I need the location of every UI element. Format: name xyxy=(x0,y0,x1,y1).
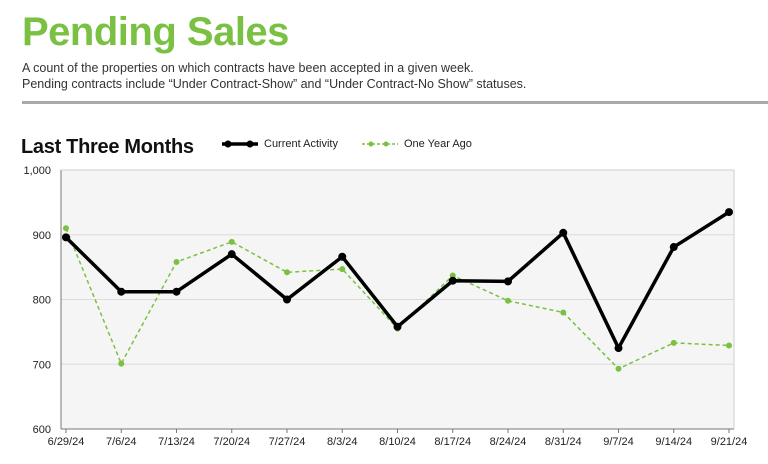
point-one-year-ago xyxy=(63,225,69,232)
x-tick-label: 7/13/24 xyxy=(158,436,195,448)
x-tick-label: 8/24/24 xyxy=(490,436,527,448)
point-current-activity xyxy=(614,344,623,353)
point-one-year-ago xyxy=(726,342,732,349)
point-one-year-ago xyxy=(505,297,511,304)
x-tick-label: 9/7/24 xyxy=(603,436,634,448)
point-current-activity xyxy=(338,252,347,261)
x-tick-label: 7/6/24 xyxy=(106,436,137,448)
point-current-activity xyxy=(559,228,568,237)
x-tick-label: 9/21/24 xyxy=(711,436,748,448)
point-current-activity xyxy=(227,250,236,259)
point-current-activity xyxy=(725,208,733,217)
description-line-1: A count of the properties on which contr… xyxy=(22,61,474,75)
page-description: A count of the properties on which contr… xyxy=(22,60,526,92)
y-tick-label: 800 xyxy=(33,295,51,307)
header-divider xyxy=(22,101,768,104)
y-tick-label: 1,000 xyxy=(23,165,51,177)
description-line-2: Pending contracts include “Under Contrac… xyxy=(22,77,527,91)
legend-item-current: Current Activity xyxy=(220,138,338,150)
point-one-year-ago xyxy=(339,266,346,273)
legend-label-current: Current Activity xyxy=(264,138,338,150)
x-tick-label: 7/20/24 xyxy=(213,436,250,448)
x-tick-label: 6/29/24 xyxy=(48,436,85,448)
x-tick-label: 7/27/24 xyxy=(269,436,306,448)
point-current-activity xyxy=(172,287,181,296)
point-one-year-ago xyxy=(118,360,125,367)
point-one-year-ago xyxy=(670,339,677,346)
point-current-activity xyxy=(283,295,291,304)
point-one-year-ago xyxy=(284,269,290,276)
legend-label-previous: One Year Ago xyxy=(404,138,472,150)
page-title: Pending Sales xyxy=(22,10,289,54)
point-current-activity xyxy=(117,287,126,296)
point-one-year-ago xyxy=(615,365,622,372)
y-tick-label: 600 xyxy=(33,424,51,436)
legend-swatch-previous xyxy=(362,141,398,147)
x-tick-label: 9/14/24 xyxy=(655,436,692,448)
legend-swatch-current xyxy=(222,140,258,148)
x-tick-label: 8/3/24 xyxy=(327,436,358,448)
point-current-activity xyxy=(448,276,457,285)
point-current-activity xyxy=(504,277,512,286)
point-one-year-ago xyxy=(560,309,567,316)
x-tick-label: 8/10/24 xyxy=(379,436,416,448)
y-tick-label: 700 xyxy=(33,359,51,371)
legend-item-previous: One Year Ago xyxy=(360,138,472,150)
y-tick-label: 900 xyxy=(33,230,51,242)
point-one-year-ago xyxy=(173,258,180,265)
point-current-activity xyxy=(62,233,70,242)
point-current-activity xyxy=(393,322,402,331)
point-current-activity xyxy=(669,243,678,252)
x-tick-label: 8/17/24 xyxy=(434,436,471,448)
x-tick-label: 8/31/24 xyxy=(545,436,582,448)
point-one-year-ago xyxy=(228,238,235,245)
chart-title: Last Three Months xyxy=(21,136,194,158)
